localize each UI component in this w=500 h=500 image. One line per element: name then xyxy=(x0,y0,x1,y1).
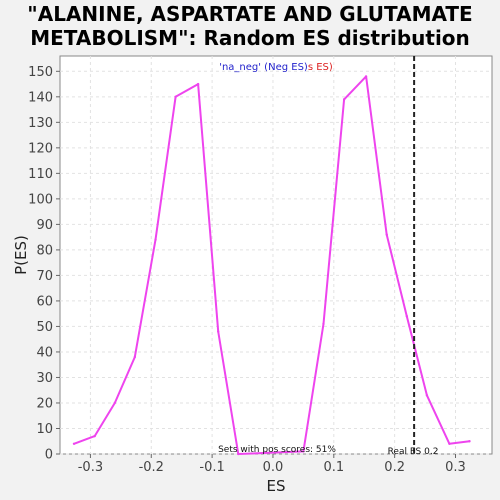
data-point xyxy=(425,394,429,397)
data-point xyxy=(174,95,177,99)
chart-title: "ALANINE, ASPARTATE AND GLUTAMATE METABO… xyxy=(0,2,500,50)
data-point xyxy=(72,442,76,445)
data-point xyxy=(154,238,157,241)
data-point xyxy=(196,82,200,86)
series-line xyxy=(73,75,470,455)
real-es-annotation: Real ES 0.2 xyxy=(388,447,439,457)
data-point xyxy=(322,322,325,326)
data-point xyxy=(385,233,388,236)
axis-ticks: 0 10 20 30 40 50 60 70 80 90 100 110 120 130 140 150 -0.… xyxy=(28,65,466,475)
y-tick-label: 90 xyxy=(36,218,53,233)
y-tick-label: 110 xyxy=(28,167,53,182)
y-tick-label: 130 xyxy=(28,116,53,131)
data-point xyxy=(113,401,116,405)
data-point xyxy=(342,98,346,101)
x-tick-label: 0.1 xyxy=(323,460,344,475)
series-layer xyxy=(72,75,471,456)
y-tick-label: 50 xyxy=(36,320,53,335)
y-tick-label: 120 xyxy=(28,141,53,156)
x-axis-label: ES xyxy=(267,477,286,495)
data-point xyxy=(237,452,240,456)
data-point xyxy=(133,355,137,359)
y-tick-label: 0 xyxy=(45,448,53,463)
chart-title-line2: METABOLISM": Random ES distribution xyxy=(30,26,470,50)
data-point xyxy=(405,315,409,318)
data-point xyxy=(302,450,305,453)
data-point xyxy=(216,330,220,333)
y-tick-label: 30 xyxy=(36,371,53,386)
y-tick-label: 20 xyxy=(36,396,53,411)
y-tick-label: 140 xyxy=(28,90,53,105)
y-tick-label: 60 xyxy=(36,294,53,309)
y-tick-label: 10 xyxy=(36,422,53,437)
y-tick-label: 150 xyxy=(28,65,53,80)
y-axis-label: P(ES) xyxy=(12,235,30,275)
x-tick-label: -0.2 xyxy=(139,460,164,475)
x-tick-label: 0.2 xyxy=(384,460,405,475)
pos-scores-annotation: Sets with pos scores: 51% xyxy=(218,445,336,455)
y-tick-label: 70 xyxy=(36,269,53,284)
x-tick-label: 0.3 xyxy=(445,460,466,475)
legend-entry-neg: 'na_neg' (Neg ES) xyxy=(219,62,308,73)
data-point xyxy=(364,75,368,78)
data-point xyxy=(468,440,471,443)
data-point xyxy=(93,434,96,438)
y-tick-label: 100 xyxy=(28,192,53,207)
x-tick-label: -0.3 xyxy=(78,460,103,475)
y-tick-label: 40 xyxy=(36,345,53,360)
legend: 'na_neg' (Neg ES)s ES) xyxy=(219,62,333,73)
x-tick-label: 0.0 xyxy=(263,460,284,475)
legend-entry-pos: s ES) xyxy=(308,62,333,73)
x-tick-label: -0.1 xyxy=(199,460,224,475)
chart-title-line1: "ALANINE, ASPARTATE AND GLUTAMATE xyxy=(27,2,473,26)
data-point xyxy=(448,442,451,445)
y-tick-label: 80 xyxy=(36,243,53,258)
